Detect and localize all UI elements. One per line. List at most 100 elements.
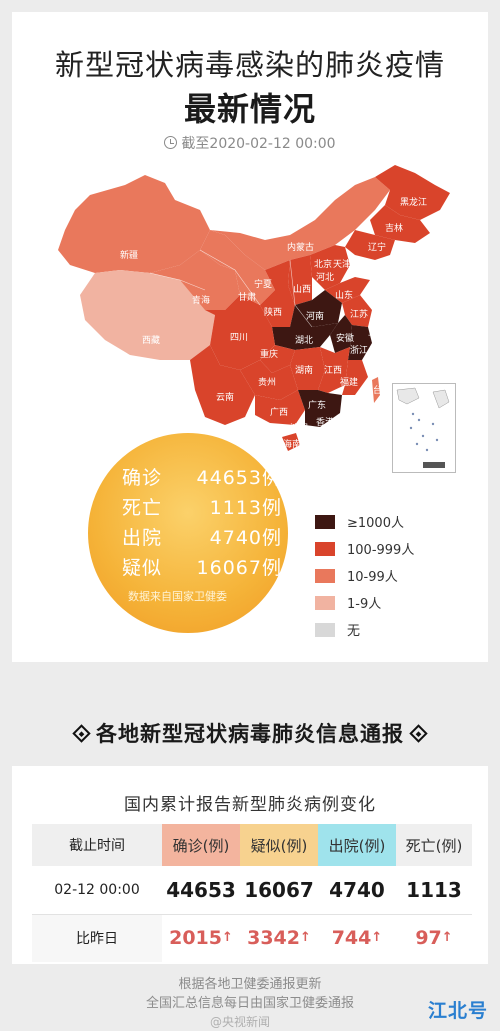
stat-deaths: 死亡 1113例 [122,497,282,519]
label-xizang: 西藏 [142,334,160,346]
region-neimenggu [210,177,390,270]
footer-line1: 根据各地卫健委通报更新 [178,977,322,992]
infographic-title: 新型冠状病毒感染的肺炎疫情 [54,48,445,82]
header-confirmed: 确诊(例) [162,824,240,866]
legend-item: 1-9人 [315,589,414,616]
cell-change-suspected: 3342↑ [247,927,311,950]
label-guizhou: 贵州 [258,376,276,388]
region-gansu [200,230,275,305]
row-change-label: 比昨日 [32,914,162,962]
label-henan: 河南 [306,310,324,322]
china-map-svg: 新疆 西藏 青海 甘肃 内蒙古 宁夏 陕西 山西 北京 河北 天津 辽宁 吉林 … [58,165,450,451]
province-labels: 新疆 西藏 青海 甘肃 内蒙古 宁夏 陕西 山西 北京 河北 天津 辽宁 吉林 … [120,196,427,450]
region-shandong [325,277,370,303]
cell-confirmed: 44653 [162,866,240,915]
footer-note: 根据各地卫健委通报更新 全国汇总信息每日由国家卫健委通报 [0,975,500,1013]
region-guangdong [298,390,342,427]
label-liaoning: 辽宁 [368,241,386,253]
infographic-subtitle: 最新情况 [183,90,316,128]
cell-change-confirmed: 2015↑ [169,927,233,950]
table-title: 国内累计报告新型肺炎病例变化 [124,795,376,815]
label-guangdong: 广东 [308,399,326,411]
stat-confirmed: 确诊 44653例 [122,467,282,489]
data-source: 数据来自国家卫健委 [128,590,227,603]
header-suspected: 疑似(例) [240,824,318,866]
table-row: 比昨日 2015↑ 3342↑ 744↑ 97↑ [32,914,472,962]
diamond-icon [409,724,428,743]
region-hainan [282,433,300,451]
region-jiangsu [342,295,372,327]
label-yunnan: 云南 [216,391,234,403]
label-hubei: 湖北 [295,335,313,346]
up-arrow-icon: ↑ [371,930,383,946]
legend-swatch [315,514,335,529]
legend-item: 10-99人 [315,562,414,589]
header-cutoff: 截止时间 [32,824,162,866]
region-liaoning [345,230,395,260]
legend-item: ≥1000人 [315,508,414,535]
legend-swatch [315,622,335,637]
header-deaths: 死亡(例) [396,824,472,866]
label-beijing: 北京 [314,258,332,270]
table-row: 02-12 00:00 44653 16067 4740 1113 [32,866,472,915]
stats-table: 截止时间 确诊(例) 疑似(例) 出院(例) 死亡(例) 02-12 00:00… [32,824,472,962]
label-shanxi: 山西 [293,284,311,295]
legend-item: 无 [315,616,414,643]
cell-recovered: 4740 [318,866,396,915]
label-neimenggu: 内蒙古 [287,241,314,253]
label-gansu: 甘肃 [238,291,256,303]
cell-change-deaths: 97↑ [415,927,453,950]
region-jiangxi [318,347,350,393]
region-shaanxi [260,260,295,327]
stat-recovered: 出院 4740例 [122,527,282,549]
label-heilongjiang: 黑龙江 [400,196,427,208]
legend-item: 100-999人 [315,535,414,562]
up-arrow-icon: ↑ [221,930,233,946]
footer-line2: 全国汇总信息每日由国家卫健委通报 [145,996,354,1011]
label-zhejiang: 浙江 [350,344,368,356]
watermark: @央视新闻 [210,1015,271,1029]
region-chongqing [260,345,295,373]
cell-change-recovered: 744↑ [331,927,383,950]
legend-swatch [315,595,335,610]
province-borders [149,249,313,328]
map-legend: ≥1000人 100-999人 10-99人 1-9人 无 [315,508,414,643]
inset-map-svg [396,387,450,468]
region-fujian [342,360,368,395]
label-hunan: 湖南 [295,364,313,376]
label-hainan: 海南 [283,438,301,450]
label-guangxi: 广西 [270,406,288,418]
label-qinghai: 青海 [192,294,210,306]
label-xinjiang: 新疆 [120,249,138,261]
label-jiangsu: 江苏 [350,308,368,320]
region-hubei [272,323,338,350]
up-arrow-icon: ↑ [299,930,311,946]
stat-suspected: 疑似 16067例 [122,557,282,579]
label-shaanxi: 陕西 [264,306,282,318]
region-yunnan [190,345,255,425]
region-shanxi [288,255,312,305]
up-arrow-icon: ↑ [441,930,453,946]
region-xinjiang [58,175,210,273]
label-aomen: 澳门 [290,422,308,434]
region-xizang [80,270,215,360]
diamond-icon [72,724,91,743]
china-map: 新疆 西藏 青海 甘肃 内蒙古 宁夏 陕西 山西 北京 河北 天津 辽宁 吉林 … [50,155,460,455]
label-anhui: 安徽 [336,332,354,344]
region-jilin [370,205,430,243]
stats-circle [88,433,288,633]
cutoff-time: 截至2020-02-12 00:00 [0,133,500,153]
label-jiangxi: 江西 [324,365,342,376]
region-guangxi [255,390,305,425]
region-zhejiang [348,325,372,360]
region-sichuan [205,295,275,370]
region-qinghai [150,250,240,310]
label-taiwan: 台湾 [373,384,391,396]
legend-swatch [315,541,335,556]
label-sichuan: 四川 [230,333,248,343]
label-tianjin: 天津 [333,259,351,270]
label-shanghai: 上海 [368,326,386,338]
region-hebei [310,245,350,290]
table-header-row: 截止时间 确诊(例) 疑似(例) 出院(例) 死亡(例) [32,824,472,866]
region-anhui [330,315,352,353]
